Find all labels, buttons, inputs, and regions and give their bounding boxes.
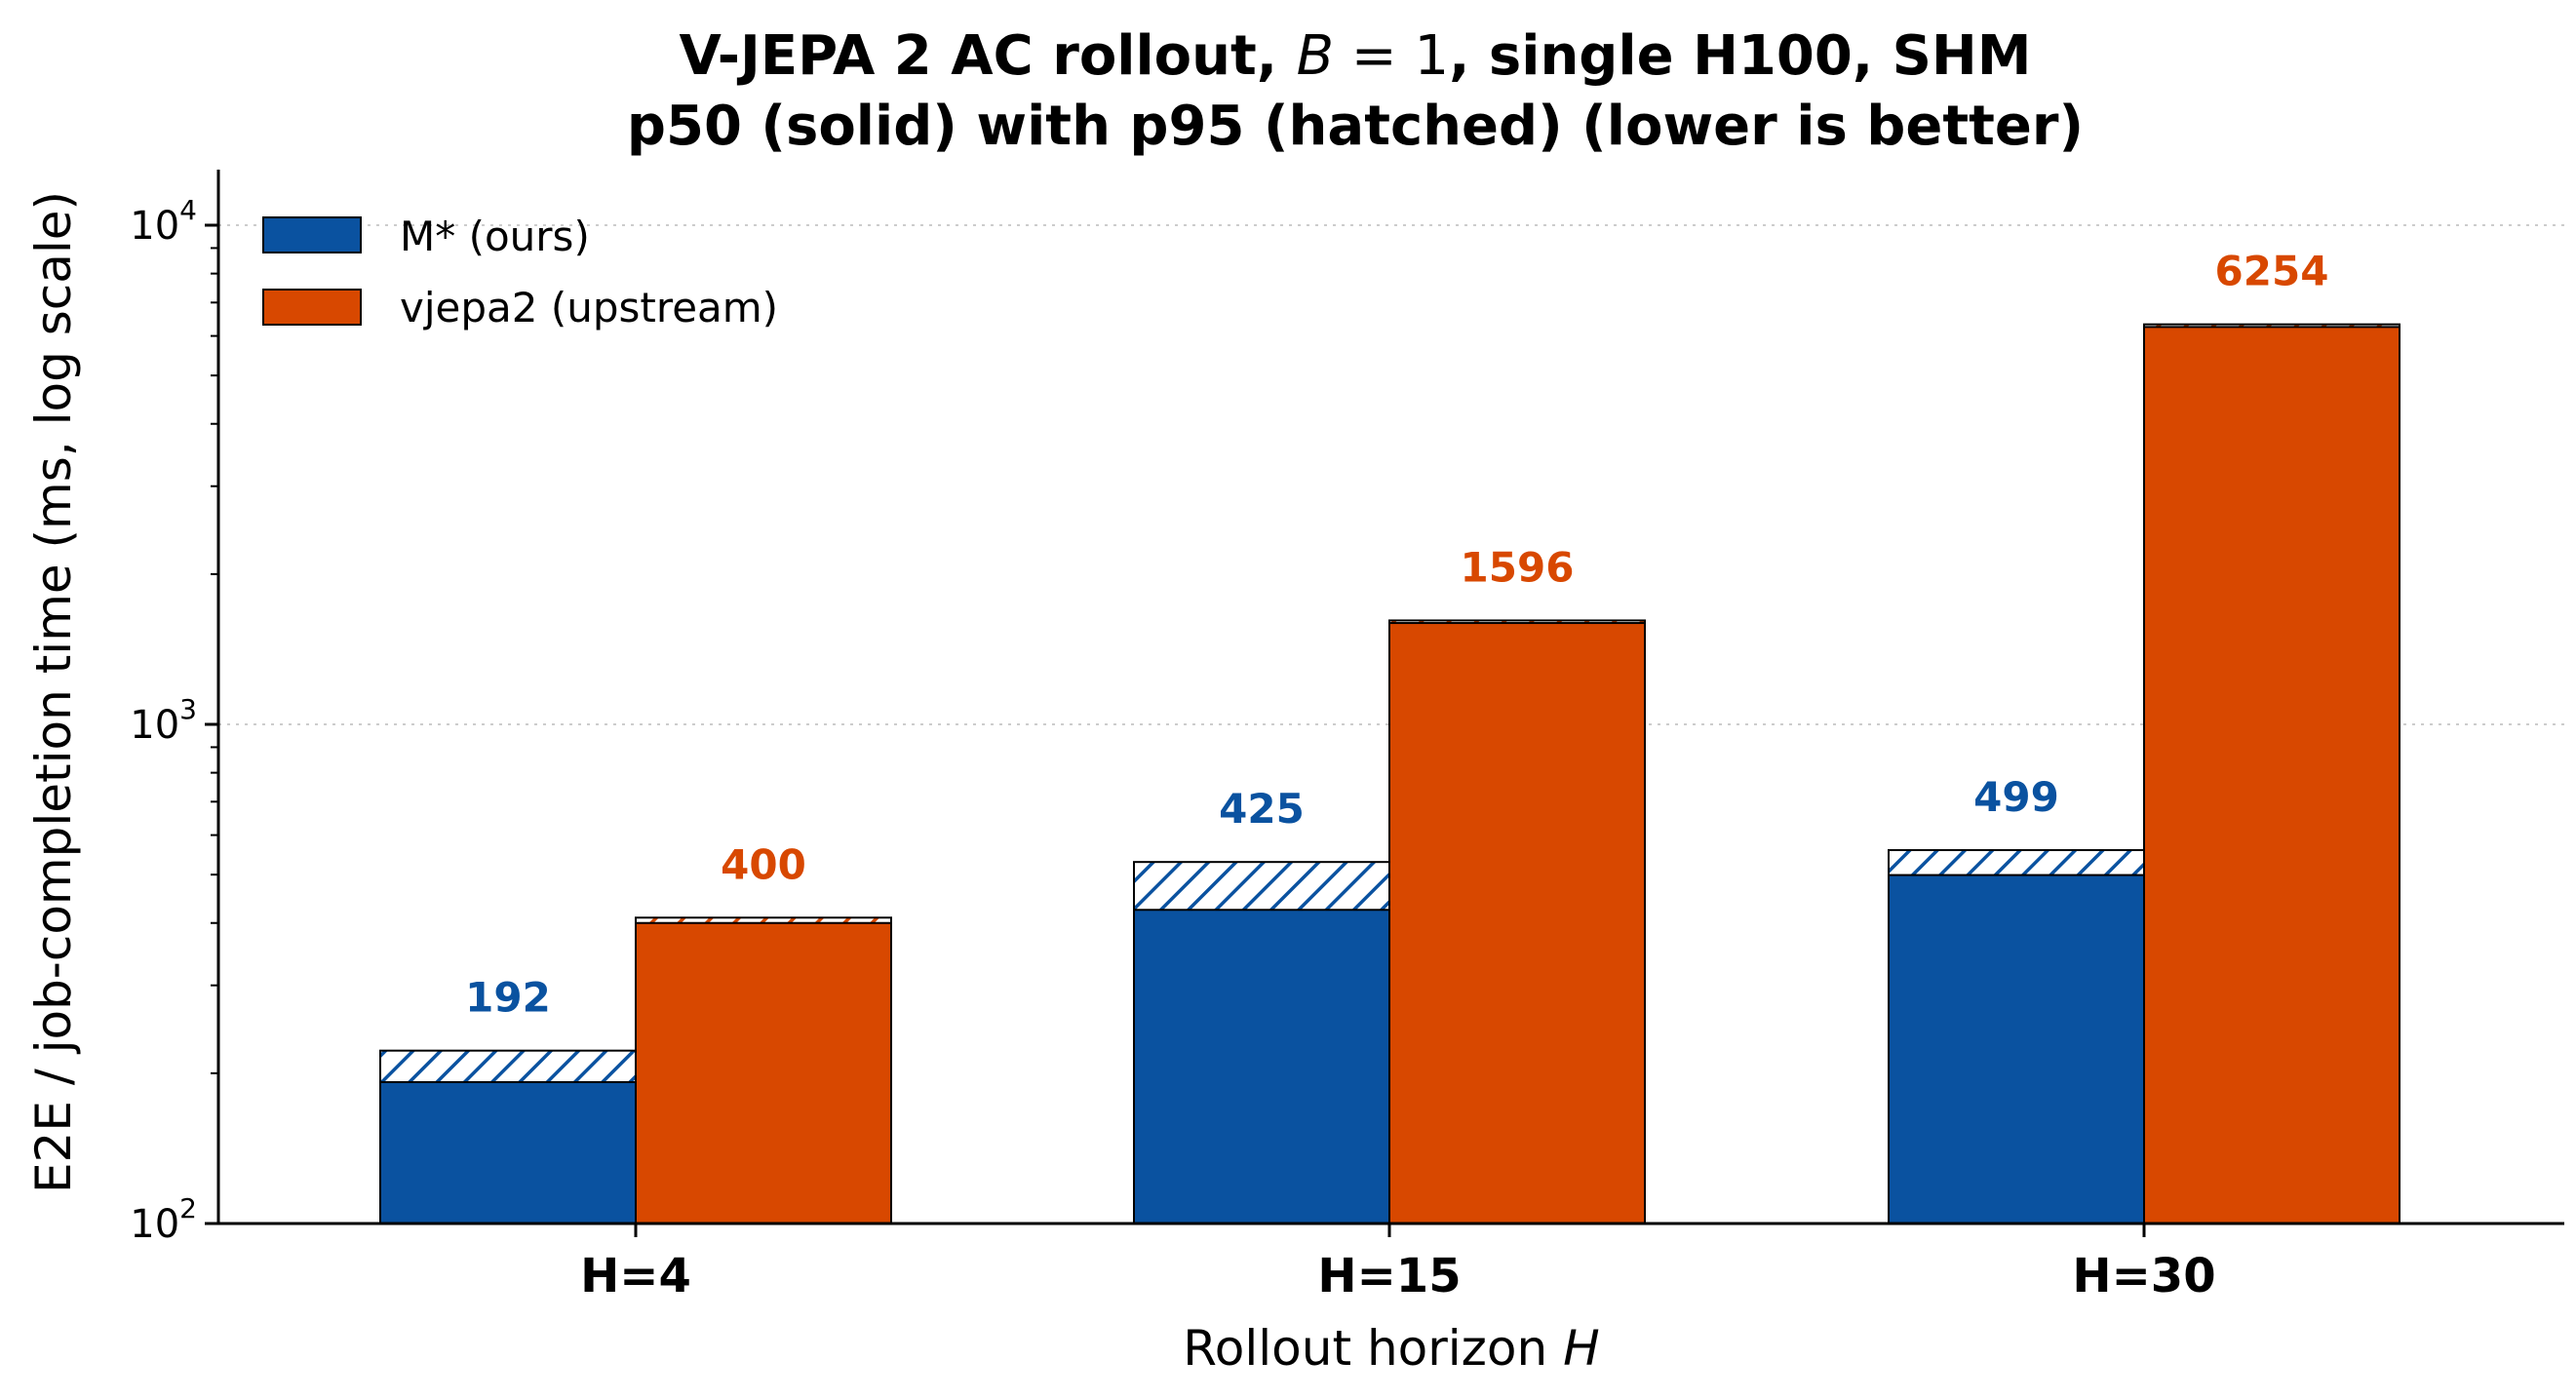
x-tick-label: H=15	[1317, 1249, 1461, 1303]
data-label: 192	[465, 974, 551, 1022]
chart-title-line2: p50 (solid) with p95 (hatched) (lower is…	[627, 95, 2084, 158]
data-label: 425	[1219, 785, 1305, 833]
y-tick-label: 104	[130, 194, 197, 249]
x-ticks: H=4 H=15 H=30	[580, 1224, 2216, 1303]
data-labels: 192 425 499 400 1596 6254	[465, 248, 2328, 1022]
y-axis-label: E2E / job-completion time (ms, log scale…	[25, 191, 82, 1193]
legend-label-vjepa2: vjepa2 (upstream)	[400, 284, 778, 331]
bar-p50	[635, 921, 892, 1225]
bar-p50	[379, 1080, 637, 1225]
x-axis-label: Rollout horizon H	[1183, 1320, 1599, 1377]
chart-title-line1: V-JEPA 2 AC rollout, B = 1, single H100,…	[679, 24, 2031, 88]
data-label: 1596	[1461, 543, 1575, 591]
data-label: 6254	[2215, 248, 2329, 295]
y-tick-label: 102	[130, 1192, 197, 1247]
bar-p50	[1888, 874, 2145, 1224]
bar-p50	[1133, 909, 1390, 1225]
x-tick-label: H=4	[580, 1249, 691, 1303]
legend-swatch-mstar	[262, 216, 362, 253]
bars	[379, 323, 2400, 1225]
bar-p50	[2143, 326, 2400, 1224]
legend: M* (ours) vjepa2 (upstream)	[262, 213, 778, 331]
bar-p50	[1388, 622, 1646, 1224]
data-label: 400	[721, 840, 806, 888]
data-label: 499	[1973, 773, 2059, 821]
x-tick-label: H=30	[2072, 1249, 2215, 1303]
legend-swatch-vjepa2	[262, 289, 362, 326]
y-tick-label: 103	[130, 693, 197, 748]
legend-label-mstar: M* (ours)	[400, 213, 590, 260]
y-ticks: 102 103 104	[130, 194, 218, 1247]
